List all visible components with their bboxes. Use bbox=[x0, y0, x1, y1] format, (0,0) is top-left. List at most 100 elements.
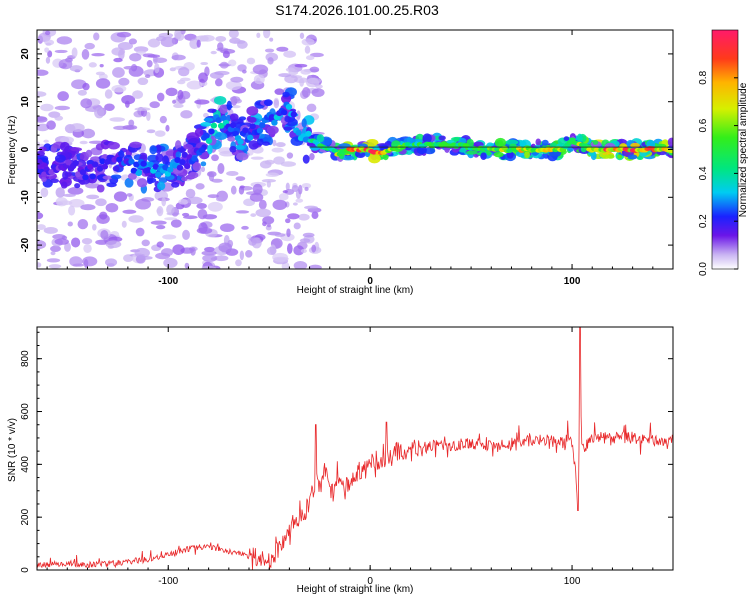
spectral-speckle bbox=[135, 227, 145, 237]
spectral-speckle bbox=[217, 162, 225, 174]
spectral-speckle bbox=[194, 99, 210, 105]
spectral-ridge-cell bbox=[215, 117, 222, 124]
spectral-speckle bbox=[309, 66, 320, 73]
spectral-speckle bbox=[222, 50, 230, 59]
spectral-ridge-cell bbox=[249, 123, 256, 130]
spectral-blob bbox=[424, 147, 436, 155]
spectral-speckle bbox=[196, 39, 201, 48]
spectral-speckle bbox=[311, 88, 325, 97]
snr-y-tick-label: 600 bbox=[20, 403, 31, 420]
spectral-blob bbox=[302, 154, 310, 164]
spectral-speckle bbox=[255, 208, 272, 218]
spectral-speckle bbox=[278, 73, 292, 78]
spectral-blob bbox=[102, 175, 113, 180]
spectral-speckle bbox=[231, 105, 241, 109]
spectral-speckle bbox=[141, 239, 150, 247]
spectral-speckle bbox=[203, 112, 209, 118]
spectral-speckle bbox=[134, 247, 150, 258]
spectral-ridge-cell bbox=[135, 170, 142, 177]
spectral-speckle bbox=[83, 243, 92, 254]
spectral-speckle bbox=[241, 225, 249, 230]
spectral-speckle bbox=[239, 185, 245, 189]
spectral-speckle bbox=[137, 255, 153, 260]
spectral-blob bbox=[563, 136, 570, 141]
spectral-speckle bbox=[105, 258, 118, 267]
spectral-speckle bbox=[95, 198, 107, 207]
spectral-blob bbox=[549, 142, 557, 148]
spectral-speckle bbox=[201, 250, 217, 256]
spectral-speckle bbox=[82, 82, 90, 91]
spectral-speckle bbox=[126, 193, 133, 197]
spectral-blob bbox=[229, 113, 239, 122]
spectral-speckle bbox=[198, 72, 208, 83]
y-tick-label: -20 bbox=[20, 237, 31, 252]
spectral-speckle bbox=[93, 32, 100, 41]
spectral-blob bbox=[207, 144, 213, 155]
spectral-speckle bbox=[228, 30, 239, 39]
spectral-blob bbox=[422, 133, 432, 144]
spectral-ridge-cell bbox=[91, 161, 99, 168]
spectral-speckle bbox=[47, 50, 53, 58]
spectral-speckle bbox=[306, 77, 320, 88]
spectral-ridge-cell bbox=[145, 166, 152, 173]
spectral-speckle bbox=[118, 77, 130, 86]
spectral-blob bbox=[617, 154, 623, 159]
spectral-blob bbox=[227, 136, 236, 142]
spectral-blob bbox=[506, 151, 514, 159]
spectral-speckle bbox=[215, 35, 227, 42]
spectral-speckle bbox=[309, 153, 315, 161]
spectral-speckle bbox=[304, 45, 311, 54]
spectral-speckle bbox=[293, 222, 301, 230]
x-tick-label: -100 bbox=[158, 276, 178, 287]
spectral-speckle bbox=[44, 39, 55, 46]
spectral-blob bbox=[50, 178, 59, 184]
spectral-ridge-cell bbox=[152, 163, 159, 170]
spectral-blob bbox=[188, 171, 199, 179]
spectral-blob bbox=[493, 151, 504, 158]
spectral-speckle bbox=[99, 211, 108, 220]
spectral-speckle bbox=[94, 107, 105, 119]
spectral-ridge-cell bbox=[101, 163, 109, 170]
spectral-speckle bbox=[310, 52, 324, 58]
spectral-speckle bbox=[292, 202, 298, 206]
spectral-blob bbox=[438, 135, 446, 141]
spectral-speckle bbox=[169, 67, 176, 72]
spectral-speckle bbox=[105, 202, 119, 213]
spectral-ridge-cell bbox=[302, 136, 310, 143]
spectral-blob bbox=[224, 129, 235, 139]
spectral-ridge-cell bbox=[89, 173, 96, 180]
spectral-speckle bbox=[149, 101, 160, 109]
colorbar-tick-label: 0.6 bbox=[698, 118, 709, 132]
spectral-speckle bbox=[69, 256, 83, 267]
spectral-speckle bbox=[69, 65, 83, 72]
spectral-blob bbox=[59, 141, 70, 152]
spectral-speckle bbox=[171, 99, 177, 104]
spectral-speckle bbox=[202, 254, 218, 263]
spectral-ridge-cell bbox=[140, 160, 147, 167]
spectral-speckle bbox=[160, 248, 174, 257]
spectral-speckle bbox=[67, 221, 73, 227]
spectral-ridge-cell bbox=[290, 111, 298, 118]
spectral-speckle bbox=[190, 247, 196, 256]
spectral-blob bbox=[200, 161, 207, 167]
spectral-speckle bbox=[77, 89, 87, 96]
spectral-ridge-cell bbox=[184, 163, 191, 170]
spectral-blob bbox=[156, 181, 166, 191]
colorbar: 0.0 0.2 0.4 0.6 0.8 Normalized spectral ampl… bbox=[698, 29, 749, 276]
spectral-blob bbox=[368, 153, 381, 164]
snr-x-tick-label: 0 bbox=[367, 576, 373, 587]
spectral-blob bbox=[37, 150, 45, 157]
spectral-speckle bbox=[178, 67, 190, 77]
spectral-speckle bbox=[245, 249, 253, 258]
spectral-blob bbox=[183, 144, 194, 150]
spectral-speckle bbox=[219, 61, 229, 69]
spectral-speckle bbox=[135, 198, 152, 210]
spectral-speckle bbox=[283, 50, 297, 58]
spectral-speckle bbox=[219, 150, 236, 157]
spectral-speckle bbox=[56, 36, 73, 45]
spectral-speckle bbox=[295, 198, 304, 203]
spectral-ridge-cell bbox=[167, 166, 174, 173]
spectral-speckle bbox=[137, 77, 149, 86]
spectral-speckle bbox=[55, 187, 65, 198]
